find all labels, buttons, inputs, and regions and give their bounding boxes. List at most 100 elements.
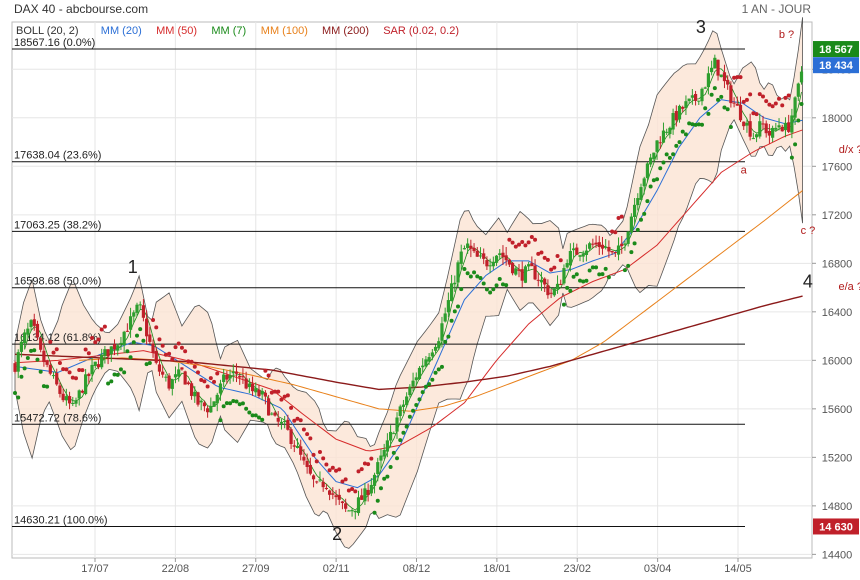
legend-item[interactable]: MM (100) — [261, 25, 308, 37]
candle-body — [67, 396, 72, 404]
candle-body — [395, 417, 399, 432]
candle-body — [626, 231, 630, 244]
sar-dot — [215, 371, 220, 376]
sar-dot — [748, 92, 753, 97]
candle-body — [414, 377, 418, 381]
candle-body — [674, 111, 678, 121]
candle-body — [510, 262, 515, 274]
candle-body — [119, 342, 123, 344]
fib-label: 18567.16 (0.0%) — [14, 37, 95, 49]
candle-body — [533, 265, 537, 280]
sar-dot — [401, 430, 406, 435]
candle-body — [745, 122, 749, 126]
candle-body — [170, 379, 174, 389]
candle-body — [23, 332, 27, 344]
sar-dot — [648, 184, 653, 189]
legend-item[interactable]: MM (7) — [211, 25, 246, 37]
sar-dot — [709, 92, 714, 97]
candle-body — [790, 115, 794, 133]
sar-dot — [385, 474, 390, 479]
candle-body — [276, 417, 280, 422]
sar-dot — [253, 413, 258, 418]
sar-dot — [308, 436, 313, 441]
sar-dot — [760, 94, 765, 99]
sar-dot — [398, 438, 403, 443]
candle-body — [421, 365, 425, 368]
candle-body — [392, 433, 396, 435]
sar-dot — [722, 105, 727, 110]
candle-body — [122, 331, 126, 346]
candle-body — [90, 364, 94, 375]
candle-body — [154, 350, 158, 363]
sar-dot — [517, 242, 522, 247]
sar-dot — [693, 122, 698, 127]
fib-label: 17638.04 (23.6%) — [14, 150, 101, 162]
candle-body — [267, 398, 271, 416]
candle-body — [613, 251, 617, 253]
candle-body — [401, 404, 406, 407]
period-label[interactable]: 1 AN - JOUR — [742, 2, 812, 16]
sar-dot — [411, 408, 416, 413]
sar-dot — [600, 272, 605, 277]
sar-dot — [597, 272, 602, 277]
sar-dot — [732, 75, 737, 80]
candle-body — [549, 292, 553, 294]
candle-body — [138, 304, 142, 306]
sar-dot — [369, 456, 374, 461]
candle-body — [665, 131, 669, 133]
candle-body — [283, 420, 287, 422]
candle-body — [337, 494, 341, 500]
sar-dot — [25, 356, 30, 361]
candle-body — [411, 380, 415, 387]
candle-body — [700, 88, 704, 102]
candle-body — [61, 393, 65, 401]
y-tick-label: 17200 — [822, 210, 853, 222]
x-tick-label: 22/08 — [162, 563, 190, 575]
sar-dot — [719, 94, 724, 99]
sar-dot — [45, 384, 50, 389]
candle-body — [96, 364, 101, 368]
candle-body — [462, 248, 467, 250]
sar-dot — [696, 122, 701, 127]
candle-body — [501, 252, 505, 257]
candle-body — [48, 364, 52, 374]
candle-body — [536, 279, 540, 281]
annotation-label: a — [741, 165, 748, 177]
sar-dot — [494, 283, 499, 288]
sar-dot — [513, 244, 518, 249]
sar-dot — [430, 377, 435, 382]
candle-body — [681, 106, 685, 109]
legend-item[interactable]: MM (20) — [101, 25, 142, 37]
sar-dot — [456, 304, 461, 309]
y-tick-label: 14400 — [822, 549, 853, 561]
sar-dot — [35, 357, 40, 362]
legend-item[interactable]: BOLL (20, 2) — [16, 25, 79, 37]
sar-dot — [93, 340, 98, 345]
sar-dot — [298, 418, 303, 423]
candle-body — [777, 125, 781, 128]
sar-dot — [584, 278, 589, 283]
sar-dot — [38, 369, 43, 374]
sar-dot — [205, 384, 210, 389]
sar-dot — [613, 230, 618, 235]
sar-dot — [395, 456, 400, 461]
candle-body — [145, 318, 149, 337]
legend-item[interactable]: MM (200) — [322, 25, 369, 37]
annotation-label: b ? — [779, 29, 794, 41]
candle-body — [751, 138, 755, 140]
y-tick-label: 15200 — [822, 452, 853, 464]
sar-dot — [141, 338, 146, 343]
sar-dot — [359, 467, 364, 472]
x-tick-label: 17/07 — [81, 563, 109, 575]
sar-dot — [558, 258, 563, 263]
candle-body — [571, 248, 576, 251]
sar-dot — [500, 282, 505, 287]
legend-item[interactable]: SAR (0.02, 0.2) — [383, 25, 459, 37]
sar-dot — [674, 143, 679, 148]
candle-body — [687, 98, 691, 101]
candle-body — [74, 400, 78, 404]
legend-item[interactable]: MM (50) — [156, 25, 197, 37]
sar-dot — [57, 360, 62, 365]
candle-body — [77, 390, 81, 399]
sar-dot — [77, 368, 82, 373]
